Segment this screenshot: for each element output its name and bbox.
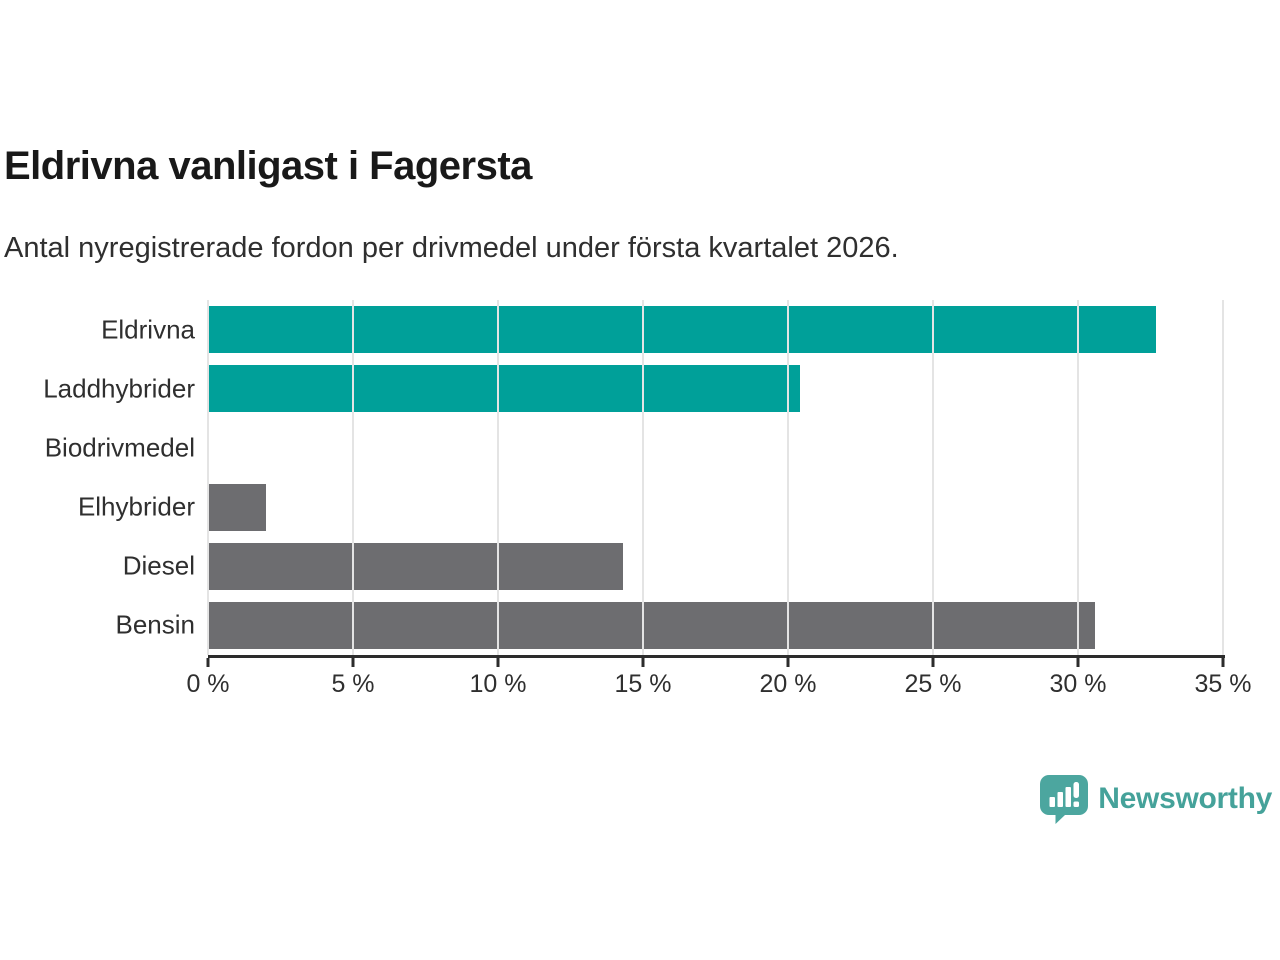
- gridline: [497, 300, 499, 655]
- chart-subtitle: Antal nyregistrerade fordon per drivmede…: [4, 232, 899, 264]
- x-axis-tick-label: 10 %: [469, 670, 527, 698]
- bar: [208, 601, 1096, 649]
- x-axis-tick-label: 0 %: [186, 670, 230, 698]
- x-axis-tick: [206, 658, 210, 667]
- bar-rows: Eldrivna Laddhybrider Biodrivmedel Elhybrid…: [43, 300, 1223, 655]
- bar-row-laddhybrider: Laddhybrider: [43, 359, 1223, 418]
- x-axis-tick: [641, 658, 645, 667]
- bar-row-eldrivna: Eldrivna: [101, 300, 1223, 359]
- newsworthy-logo: Newsworthy: [1039, 774, 1272, 824]
- bar-row-bensin: Bensin: [116, 596, 1223, 655]
- bar: [208, 306, 1157, 354]
- gridline: [787, 300, 789, 655]
- x-axis-tick: [786, 658, 790, 667]
- x-axis-tick: [351, 658, 355, 667]
- x-axis-tick-label: 30 %: [1049, 670, 1107, 698]
- bar: [208, 365, 800, 413]
- x-axis-tick-label: 20 %: [759, 670, 817, 698]
- bar-row-biodrivmedel: Biodrivmedel: [45, 418, 1223, 477]
- x-axis-tick-label: 5 %: [331, 670, 375, 698]
- category-label: Laddhybrider: [43, 373, 195, 404]
- x-axis-tick-label: 15 %: [614, 670, 672, 698]
- gridline: [1077, 300, 1079, 655]
- x-axis-tick: [931, 658, 935, 667]
- category-label: Elhybrider: [77, 491, 195, 522]
- bar-row-diesel: Diesel: [123, 537, 1223, 596]
- x-axis-tick-label: 35 %: [1194, 670, 1252, 698]
- gridline: [207, 300, 209, 655]
- bar: [208, 483, 266, 531]
- newsworthy-logo-text: Newsworthy: [1098, 782, 1272, 815]
- x-axis-tick-label: 25 %: [904, 670, 962, 698]
- category-label: Biodrivmedel: [44, 432, 195, 463]
- plot-area: Eldrivna Laddhybrider Biodrivmedel Elhybrid…: [43, 300, 1224, 655]
- category-label: Bensin: [115, 609, 196, 640]
- gridline: [932, 300, 934, 655]
- x-axis-line: [208, 655, 1225, 658]
- category-label: Diesel: [122, 550, 195, 581]
- gridline: [1222, 300, 1224, 655]
- gridline: [352, 300, 354, 655]
- newsworthy-logo-icon: [1040, 775, 1089, 824]
- chart-area: Eldrivna Laddhybrider Biodrivmedel Elhybrid…: [0, 300, 1280, 710]
- category-label: Eldrivna: [101, 314, 195, 345]
- gridline: [642, 300, 644, 655]
- x-axis-tick: [1076, 658, 1080, 667]
- x-axis-tick: [1221, 658, 1225, 667]
- x-axis-tick: [496, 658, 500, 667]
- bar: [208, 542, 623, 590]
- chart-title: Eldrivna vanligast i Fagersta: [4, 144, 532, 188]
- bar-row-elhybrider: Elhybrider: [78, 478, 1223, 537]
